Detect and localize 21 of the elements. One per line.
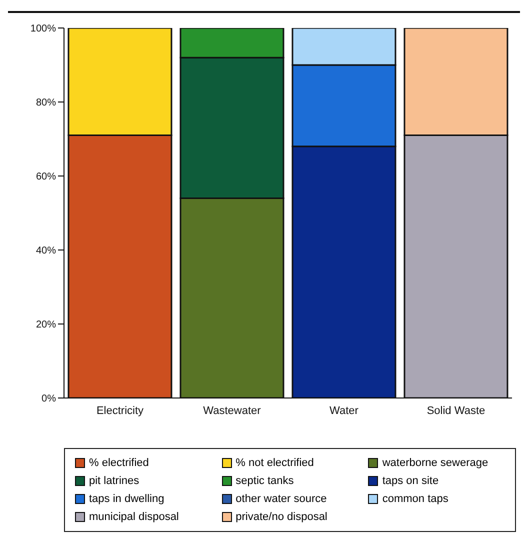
legend-label: taps on site bbox=[382, 475, 439, 487]
y-tick-label: 20% bbox=[36, 320, 56, 331]
x-tick-label: Water bbox=[330, 404, 359, 417]
legend-label: municipal disposal bbox=[89, 511, 179, 523]
y-tick-label: 60% bbox=[36, 172, 56, 183]
x-tick-label: Solid Waste bbox=[426, 404, 486, 417]
legend-label: % not electrified bbox=[236, 457, 314, 469]
legend-label: private/no disposal bbox=[236, 511, 328, 523]
x-tick-label: Wastewater bbox=[203, 404, 262, 417]
legend-label: pit latrines bbox=[89, 475, 140, 487]
legend-label: % electrified bbox=[89, 457, 149, 469]
legend-label: taps in dwelling bbox=[89, 493, 164, 505]
legend-label: waterborne sewerage bbox=[382, 457, 488, 469]
y-tick-label: 100% bbox=[30, 24, 56, 35]
y-tick-label: 40% bbox=[36, 246, 56, 257]
legend-label: common taps bbox=[382, 493, 448, 505]
y-tick-label: 0% bbox=[42, 394, 56, 405]
legend-label: other water source bbox=[236, 493, 327, 505]
x-tick-label: Electricity bbox=[96, 404, 144, 417]
legend-label: septic tanks bbox=[236, 475, 294, 487]
y-tick-label: 80% bbox=[36, 98, 56, 109]
